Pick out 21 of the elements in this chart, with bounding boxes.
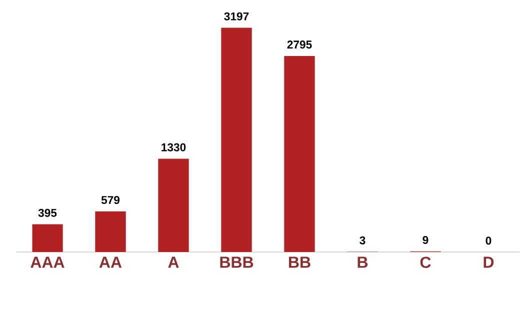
data-label: 395: [38, 208, 57, 217]
bar: [221, 28, 252, 252]
x-tick-label: A: [168, 256, 179, 268]
data-label: 0: [486, 236, 492, 245]
data-label: 3197: [224, 12, 249, 20]
x-tick-label: BBB: [220, 256, 254, 268]
x-tick-label: C: [420, 256, 431, 268]
bar: [95, 211, 126, 252]
data-label: 579: [101, 196, 120, 204]
x-tick-label: BB: [289, 256, 310, 268]
data-label: 3: [360, 236, 366, 244]
data-label: 2795: [287, 40, 312, 49]
data-label: 9: [422, 236, 428, 244]
bar: [32, 224, 63, 252]
data-label: 1330: [162, 143, 186, 152]
x-tick-label: AA: [99, 256, 122, 268]
x-tick-label: D: [484, 256, 494, 268]
bar: [158, 158, 189, 252]
bar: [284, 56, 315, 252]
x-tick-label: B: [358, 256, 368, 268]
x-tick-label: AAA: [30, 256, 64, 268]
